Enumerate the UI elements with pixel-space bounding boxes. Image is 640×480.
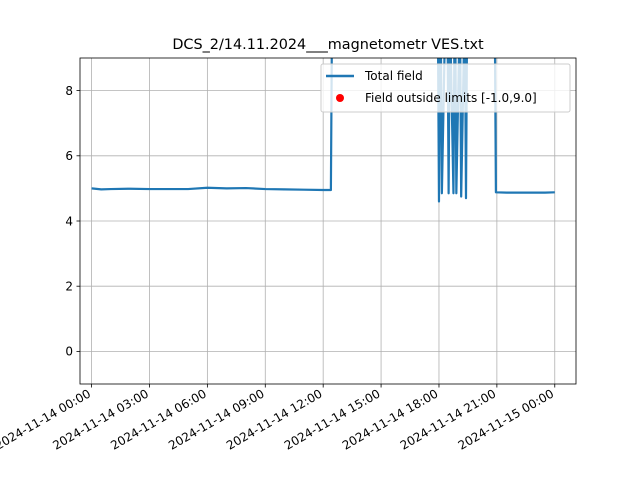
y-tick-label: 6 [65, 149, 73, 163]
series-line-total-field [91, 58, 555, 203]
legend: Total field Field outside limits [-1.0,9… [320, 63, 571, 113]
legend-box [320, 63, 571, 113]
y-axis: 0 2 4 6 8 [65, 84, 80, 359]
y-tick-label: 0 [65, 345, 73, 359]
plot-area [91, 58, 555, 203]
legend-label-outside-limits: Field outside limits [-1.0,9.0] [365, 91, 537, 105]
y-tick-label: 4 [65, 214, 73, 228]
legend-label-total-field: Total field [364, 69, 423, 83]
chart-title: DCS_2/14.11.2024___magnetometr VES.txt [172, 37, 484, 53]
y-tick-label: 8 [65, 84, 73, 98]
y-tick-label: 2 [65, 280, 73, 294]
legend-swatch-outside-limits [336, 94, 344, 102]
